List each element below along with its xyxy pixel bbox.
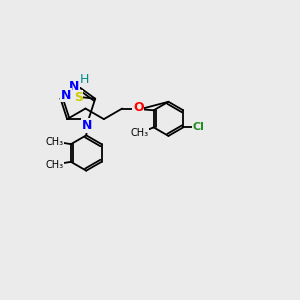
Text: Cl: Cl xyxy=(193,122,205,132)
Text: H: H xyxy=(80,73,89,86)
Text: CH₃: CH₃ xyxy=(46,160,64,170)
Text: N: N xyxy=(82,119,92,132)
Text: CH₃: CH₃ xyxy=(46,137,64,147)
Text: O: O xyxy=(133,101,144,114)
Text: N: N xyxy=(61,89,71,102)
Text: CH₃: CH₃ xyxy=(130,128,148,138)
Text: S: S xyxy=(74,91,82,104)
Text: N: N xyxy=(69,80,80,93)
